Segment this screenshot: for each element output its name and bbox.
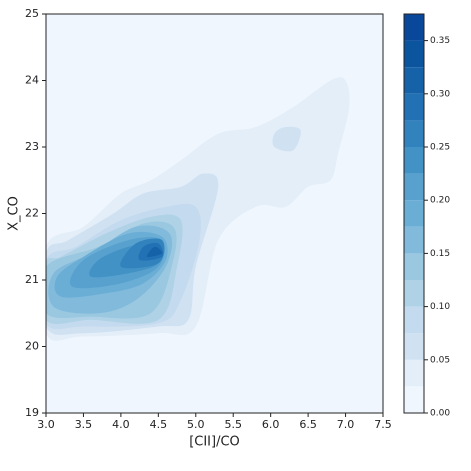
x-tick-label: 5.5 [224, 418, 242, 431]
contour-region [272, 126, 301, 152]
colorbar-band [404, 306, 424, 334]
x-tick-label: 7.0 [337, 418, 355, 431]
colorbar-tick-label: 0.20 [430, 196, 450, 206]
colorbar-band [404, 253, 424, 280]
colorbar-band [404, 333, 424, 360]
colorbar-band [404, 200, 424, 227]
x-tick-label: 3.0 [37, 418, 55, 431]
colorbar-band [404, 226, 424, 254]
colorbar-tick-label: 0.30 [430, 89, 450, 99]
y-tick-label: 22 [25, 207, 39, 220]
colorbar-band [404, 93, 424, 121]
colorbar-band [404, 386, 424, 413]
x-tick-label: 6.5 [299, 418, 317, 431]
colorbar-tick-label: 0.05 [430, 355, 450, 365]
colorbar-frame [403, 13, 425, 414]
contour-region [146, 246, 163, 257]
x-tick-label: 7.5 [374, 418, 392, 431]
x-tick-label: 5.0 [187, 418, 205, 431]
contours [46, 77, 350, 341]
y-axis-label: X_CO [7, 196, 22, 231]
colorbar-tick-label: 0.00 [430, 409, 450, 419]
y-tick-label: 24 [25, 74, 39, 87]
colorbar-band [404, 14, 424, 41]
colorbar-band [404, 173, 424, 201]
colorbar-band [404, 120, 424, 147]
x-tick-label: 4.5 [150, 418, 168, 431]
x-tick-label: 6.0 [262, 418, 280, 431]
y-tick-label: 20 [25, 340, 39, 353]
colorbar-band [404, 280, 424, 307]
x-tick-label: 3.5 [75, 418, 93, 431]
x-tick-label: 4.0 [112, 418, 130, 431]
colorbar-band [404, 359, 424, 387]
y-tick-label: 21 [25, 273, 39, 286]
colorbar-band [404, 40, 424, 68]
y-tick-label: 25 [25, 7, 39, 20]
colorbar-tick-label: 0.15 [430, 249, 450, 259]
colorbar-tick-label: 0.35 [430, 36, 450, 46]
colorbar-band [404, 67, 424, 94]
colorbar-tick-label: 0.25 [430, 143, 450, 153]
y-tick-label: 19 [25, 406, 39, 419]
x-axis-label: [CII]/CO [189, 435, 240, 450]
colorbar-band [404, 147, 424, 174]
colorbar-tick-label: 0.10 [430, 302, 450, 312]
y-tick-label: 23 [25, 140, 39, 153]
